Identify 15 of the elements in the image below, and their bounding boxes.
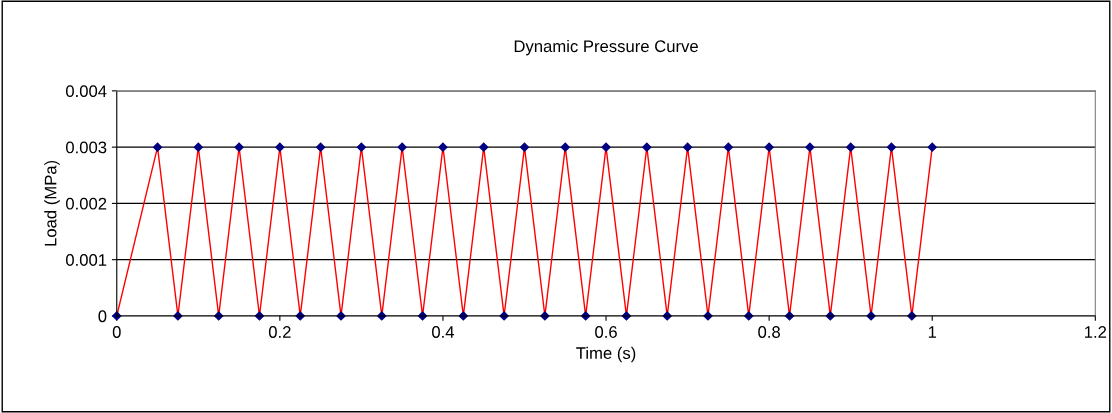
x-tick-label: 0.6: [595, 326, 617, 338]
y-axis-title: Load (MPa): [44, 160, 60, 246]
y-tick-label: 0: [98, 310, 107, 323]
y-tick-label: 0.004: [65, 85, 107, 98]
x-tick-label: 1.2: [1085, 326, 1107, 338]
x-tick-label: 1: [928, 326, 937, 338]
x-axis-title: Time (s): [576, 346, 636, 363]
y-tick-label: 0.002: [65, 197, 107, 210]
x-tick-label: 0.2: [268, 326, 291, 338]
chart-title: Dynamic Pressure Curve: [514, 39, 698, 56]
y-tick-label: 0.003: [65, 141, 107, 154]
x-tick-label: 0: [112, 326, 121, 338]
y-tick-label: 0.001: [65, 254, 107, 266]
x-tick-label: 0.8: [758, 326, 780, 338]
x-tick-label: 0.4: [432, 326, 455, 338]
